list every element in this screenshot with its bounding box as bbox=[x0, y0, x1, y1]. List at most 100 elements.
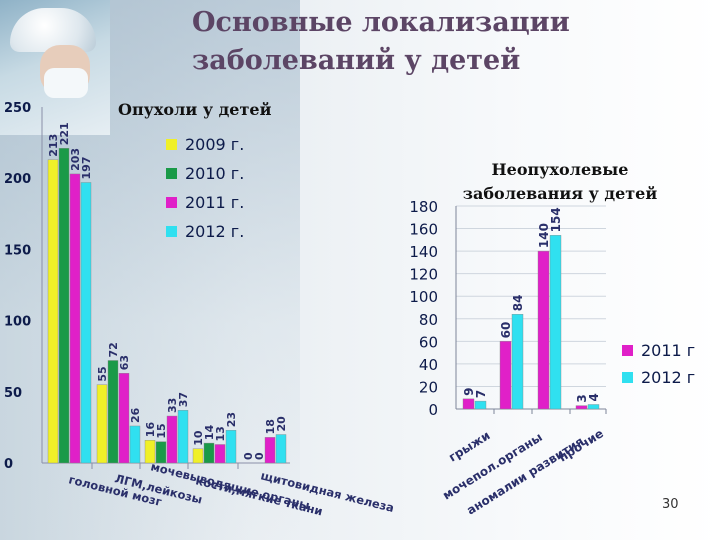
chart1-y-tick-label: 100 bbox=[4, 315, 31, 330]
chart1-y-tick-label: 0 bbox=[4, 457, 13, 472]
chart1-data-label: 20 bbox=[275, 416, 288, 432]
chart2-category-label: грыжи bbox=[446, 428, 492, 464]
chart1-bar bbox=[80, 182, 92, 464]
chart2-y-tick-label: 40 bbox=[419, 356, 438, 374]
chart1-data-label: 16 bbox=[144, 422, 157, 438]
chart1-bar bbox=[264, 437, 276, 464]
chart2-y-tick-label: 100 bbox=[409, 288, 438, 306]
legend-item-2012: 2012 г bbox=[622, 364, 695, 391]
doctor-photo bbox=[0, 0, 110, 135]
chart1-data-label: 213 bbox=[47, 134, 60, 157]
chart2-y-tick-label: 0 bbox=[428, 401, 438, 419]
chart1-bar bbox=[225, 430, 237, 464]
chart2-data-label: 3 bbox=[575, 394, 589, 402]
chart2-legend: 2011 г 2012 г bbox=[622, 337, 695, 391]
chart2-y-tick-label: 20 bbox=[419, 378, 438, 396]
legend-label: 2012 г bbox=[641, 368, 696, 387]
chart1-y-tick-label: 200 bbox=[4, 172, 31, 187]
chart2-y-tick-label: 80 bbox=[419, 311, 438, 329]
chart1-data-label: 55 bbox=[96, 366, 109, 381]
chart2-bar bbox=[511, 314, 524, 410]
chart1-data-label: 72 bbox=[107, 342, 120, 357]
chart2-title-line-2: заболевания у детей bbox=[462, 184, 658, 203]
chart2-title-line-1: Неопухолевые bbox=[491, 160, 629, 179]
legend-label: 2012 г. bbox=[185, 222, 245, 241]
chart1-bar bbox=[192, 448, 204, 464]
chart2-y-tick-label: 140 bbox=[409, 243, 438, 261]
chart1-data-label: 37 bbox=[177, 392, 190, 407]
legend-label: 2011 г bbox=[641, 341, 696, 360]
legend-item-2009: 2009 г. bbox=[166, 130, 244, 159]
chart1-y-tick-label: 50 bbox=[4, 386, 22, 401]
chart1-y-tick-label: 250 bbox=[4, 101, 31, 116]
chart1-bar bbox=[177, 410, 189, 464]
legend-item-2010: 2010 г. bbox=[166, 159, 244, 188]
legend-swatch bbox=[622, 345, 633, 356]
chart1-data-label: 15 bbox=[155, 423, 168, 438]
chart1-bar bbox=[166, 415, 178, 464]
chart1-bar bbox=[107, 360, 119, 464]
chart1-bar bbox=[118, 373, 130, 464]
chart1-bar bbox=[144, 440, 156, 464]
legend-swatch bbox=[166, 168, 177, 179]
slide-title: Основные локализации заболеваний у детей bbox=[192, 4, 570, 80]
legend-swatch bbox=[166, 139, 177, 150]
chart2-bar bbox=[537, 250, 550, 410]
chart2-data-label: 9 bbox=[462, 387, 476, 395]
chart2-data-label: 60 bbox=[499, 322, 513, 339]
chart2-y-tick-label: 180 bbox=[409, 198, 438, 216]
page-number: 30 bbox=[662, 497, 679, 512]
chart2-bar bbox=[462, 398, 475, 410]
chart1-y-tick-label: 150 bbox=[4, 243, 31, 258]
chart1-bar bbox=[69, 173, 81, 464]
chart1-bar bbox=[58, 148, 70, 464]
chart2-title: Неопухолевые заболевания у детей bbox=[405, 158, 715, 206]
chart1-bar bbox=[155, 441, 167, 464]
chart1-data-label: 63 bbox=[118, 355, 131, 370]
chart1-data-label: 197 bbox=[80, 157, 93, 180]
chart1-title: Опухоли у детей bbox=[118, 100, 272, 119]
chart1-legend: 2009 г. 2010 г. 2011 г. 2012 г. bbox=[166, 130, 244, 246]
legend-item-2011: 2011 г bbox=[622, 337, 695, 364]
surgical-mask bbox=[44, 68, 88, 98]
chart1-data-label: 13 bbox=[214, 426, 227, 441]
chart2-bar bbox=[549, 235, 562, 410]
chart1-data-label: 18 bbox=[264, 419, 277, 434]
chart2-y-tick-label: 160 bbox=[409, 221, 438, 239]
chart1-data-label: 26 bbox=[129, 407, 142, 423]
chart1-data-label: 0 bbox=[253, 452, 266, 460]
chart2-y-tick-label: 120 bbox=[409, 266, 438, 284]
title-line-2: заболеваний у детей bbox=[192, 45, 521, 76]
chart1-bar bbox=[96, 384, 108, 464]
chart1-bar bbox=[47, 159, 59, 464]
surgical-cap bbox=[10, 8, 96, 52]
chart1-data-label: 203 bbox=[69, 148, 82, 171]
legend-swatch bbox=[166, 197, 177, 208]
chart2-data-label: 84 bbox=[511, 295, 525, 312]
legend-swatch bbox=[166, 226, 177, 237]
chart1-bar bbox=[214, 444, 226, 464]
legend-label: 2011 г. bbox=[185, 193, 245, 212]
chart2-data-label: 7 bbox=[474, 390, 488, 398]
chart1-data-label: 10 bbox=[192, 430, 205, 446]
chart1-data-label: 23 bbox=[225, 412, 238, 427]
chart2-bar bbox=[474, 400, 487, 410]
chart1-bar bbox=[129, 425, 141, 464]
chart1-bar bbox=[203, 442, 215, 464]
title-line-1: Основные локализации bbox=[192, 7, 570, 38]
chart2-y-tick-label: 60 bbox=[419, 333, 438, 351]
chart1-bar bbox=[275, 434, 287, 464]
legend-item-2012: 2012 г. bbox=[166, 217, 244, 246]
chart2-bar bbox=[499, 341, 512, 410]
chart2-bar bbox=[587, 404, 600, 410]
legend-item-2011: 2011 г. bbox=[166, 188, 244, 217]
legend-label: 2010 г. bbox=[185, 164, 245, 183]
chart1-data-label: 33 bbox=[166, 398, 179, 413]
chart1-data-label: 14 bbox=[203, 424, 216, 440]
chart2-bar bbox=[575, 405, 588, 410]
chart1-data-label: 221 bbox=[58, 122, 71, 145]
chart2-data-label: 154 bbox=[549, 207, 563, 232]
chart2-data-label: 4 bbox=[587, 393, 601, 401]
chart2-data-label: 140 bbox=[537, 223, 551, 248]
legend-label: 2009 г. bbox=[185, 135, 245, 154]
